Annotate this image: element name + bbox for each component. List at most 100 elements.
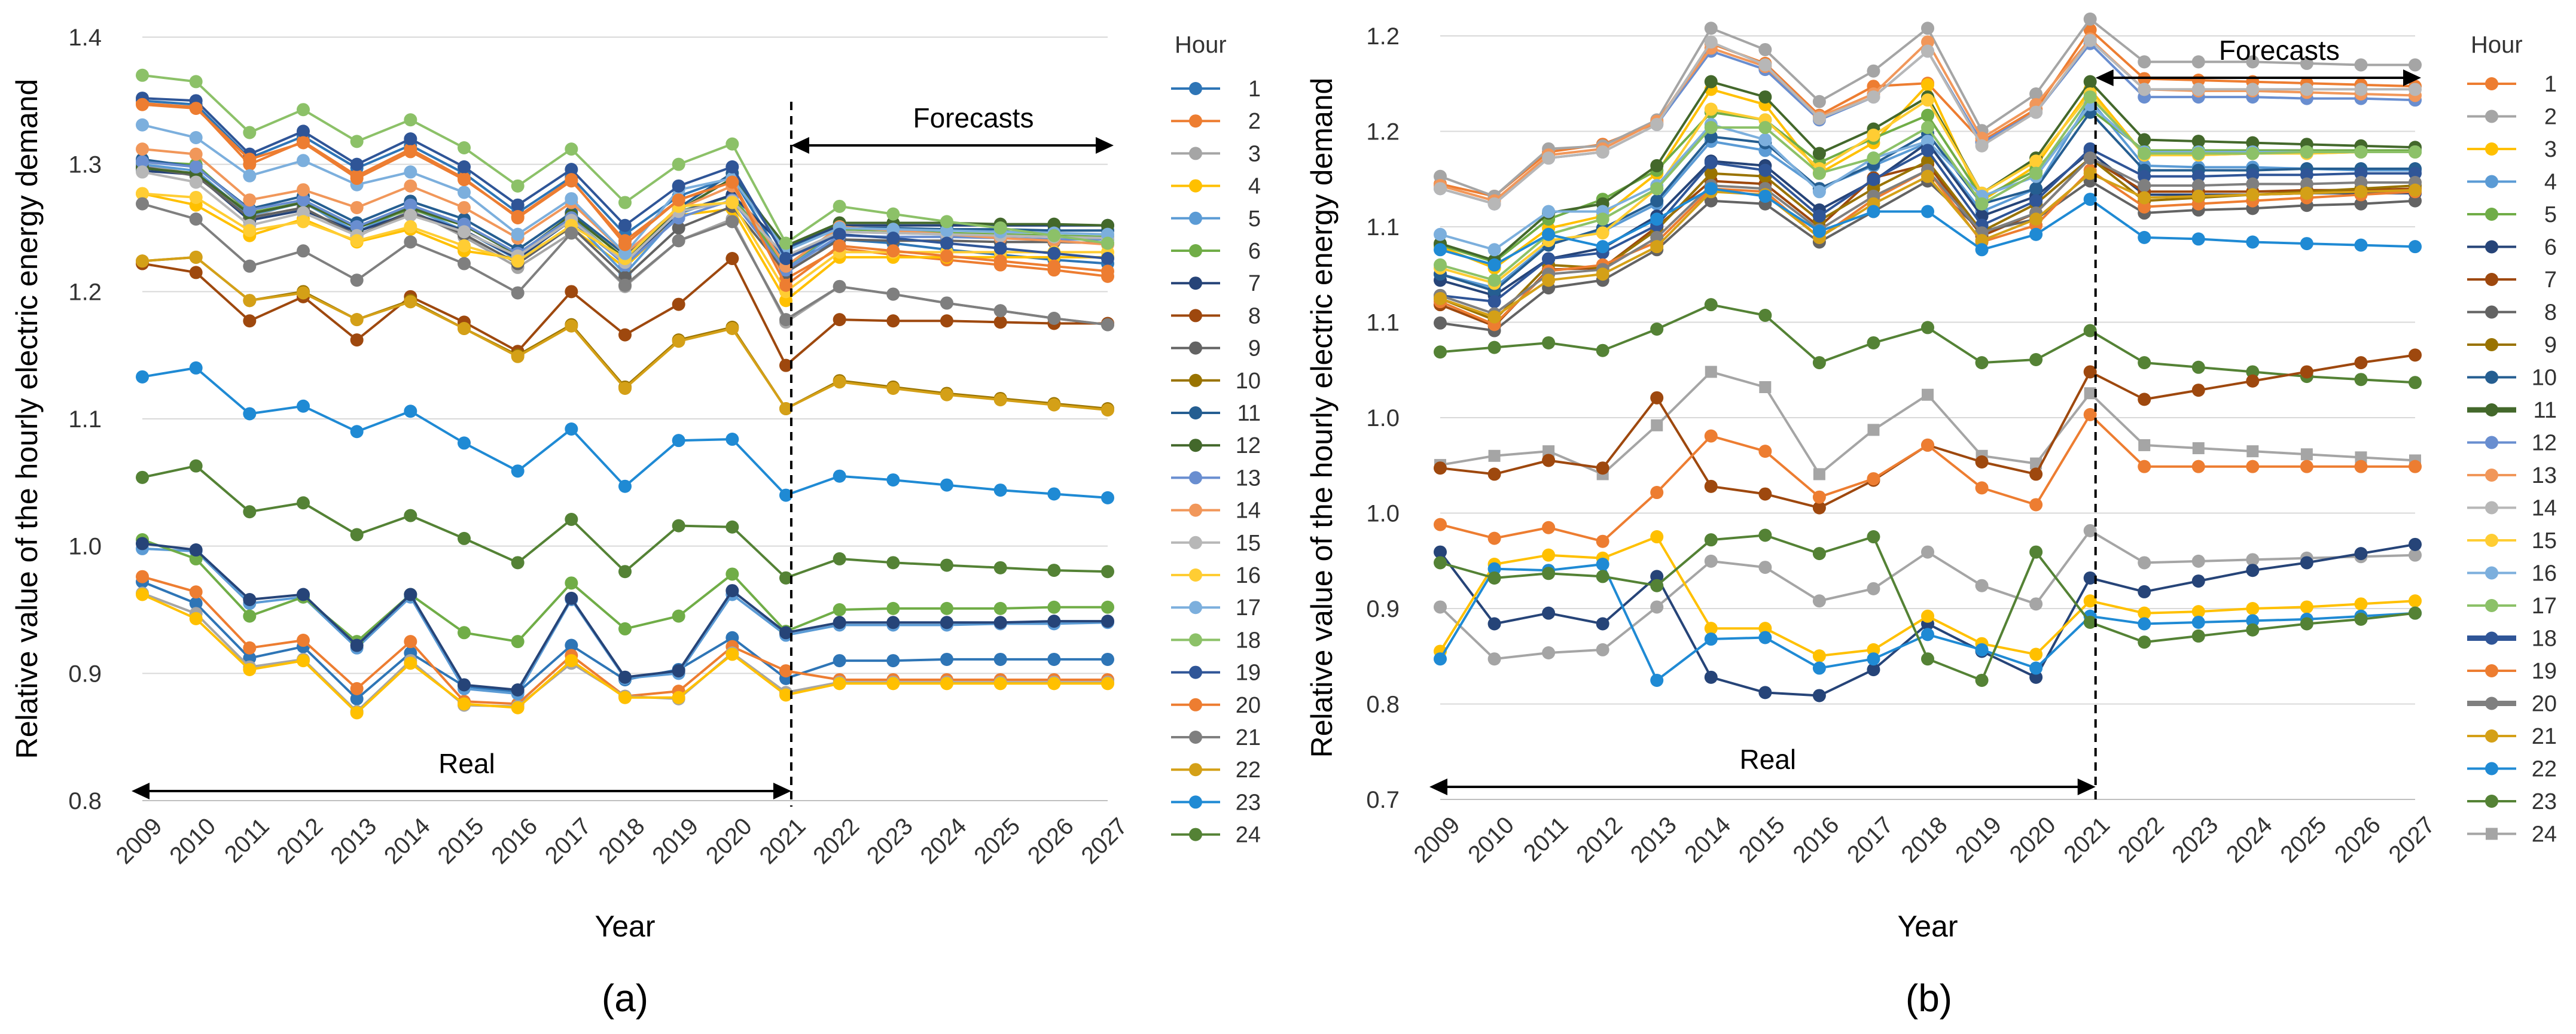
series-2b — [1434, 524, 2422, 666]
data-point — [1434, 258, 1447, 272]
data-point — [243, 505, 257, 519]
data-point — [1704, 75, 1718, 89]
data-point — [1758, 58, 1772, 72]
data-point — [1704, 130, 1718, 144]
data-point — [672, 664, 685, 678]
data-point — [2409, 460, 2422, 473]
x-tick-label: 2009 — [1409, 811, 1465, 868]
data-point — [2409, 194, 2422, 208]
data-point — [2191, 615, 2205, 629]
data-point — [1758, 42, 1772, 56]
data-point — [2409, 83, 2422, 96]
data-point — [618, 670, 632, 684]
data-point — [618, 479, 632, 493]
y-tick-label: 0.8 — [68, 788, 102, 814]
data-point — [1650, 194, 1664, 208]
series-17 — [1434, 90, 2422, 287]
legend-item: 8 — [1171, 303, 1261, 329]
forecast-label: Forecasts — [2219, 35, 2340, 66]
data-point — [1487, 531, 1501, 545]
series-line — [1440, 370, 2416, 476]
legend-label: 15 — [2532, 528, 2557, 554]
data-point — [1921, 628, 1934, 641]
data-point — [565, 173, 578, 187]
data-point — [404, 588, 417, 601]
data-point — [2409, 606, 2422, 620]
data-point — [1921, 35, 1934, 49]
data-point — [2354, 612, 2368, 626]
data-point — [940, 236, 953, 250]
data-point — [1101, 264, 1114, 278]
data-point — [2354, 58, 2368, 72]
legend-marker — [1189, 665, 1202, 679]
data-point — [940, 215, 953, 229]
data-point — [2409, 594, 2422, 608]
data-point — [833, 469, 846, 483]
data-point — [672, 519, 685, 533]
real-label: Real — [1740, 744, 1797, 775]
data-point — [1596, 212, 1609, 226]
data-point — [1650, 118, 1664, 132]
data-point — [136, 155, 149, 169]
data-point — [2029, 647, 2043, 661]
data-point — [1812, 661, 1826, 675]
data-point — [1487, 617, 1501, 631]
series-group — [1434, 12, 2422, 702]
data-point — [2246, 602, 2260, 615]
data-point — [1047, 311, 1061, 325]
legend-label: 20 — [1236, 693, 1261, 718]
data-point — [2029, 87, 2043, 101]
series-4b — [136, 588, 1114, 720]
legend-item: 24 — [2467, 822, 2557, 847]
data-point — [350, 333, 364, 347]
data-point — [886, 244, 900, 258]
data-point — [1101, 652, 1114, 666]
data-point — [1867, 582, 1880, 595]
data-point — [1975, 643, 1989, 656]
data-point — [2029, 227, 2043, 241]
x-tick-label: 2010 — [1463, 811, 1519, 868]
legend-item: 18 — [1171, 628, 1261, 653]
data-point — [2083, 524, 2097, 537]
data-point — [1922, 388, 1934, 401]
data-point — [1047, 652, 1061, 666]
data-point — [350, 172, 364, 185]
legend-item: 6 — [1171, 239, 1261, 264]
data-point — [993, 315, 1007, 329]
data-point — [2354, 175, 2368, 189]
legend-label: 15 — [1236, 531, 1261, 556]
legend-item: 23 — [2467, 789, 2557, 814]
legend-label: 23 — [2532, 789, 2557, 814]
data-point — [297, 399, 310, 413]
data-point — [1047, 677, 1061, 691]
legend-marker — [1189, 731, 1202, 744]
legend-item: 15 — [2467, 528, 2557, 554]
legend-label: 24 — [1236, 823, 1261, 848]
series-1b — [136, 575, 1114, 705]
data-point — [1101, 565, 1114, 579]
data-point — [1921, 78, 1934, 92]
legend-label: 10 — [1236, 369, 1261, 394]
data-point — [404, 220, 417, 233]
data-point — [886, 287, 900, 301]
data-point — [1867, 472, 1880, 486]
legend-item: 22 — [1171, 758, 1261, 783]
data-point — [1975, 139, 1989, 153]
data-point — [672, 691, 685, 704]
data-point — [1542, 521, 1556, 534]
data-point — [940, 314, 953, 328]
data-point — [350, 682, 364, 695]
data-point — [618, 622, 632, 635]
data-point — [2354, 166, 2368, 180]
series-24 — [1434, 366, 2421, 480]
data-point — [2354, 197, 2368, 211]
data-point — [2083, 594, 2097, 608]
data-point — [2191, 460, 2205, 473]
data-point — [1650, 230, 1664, 244]
data-point — [2354, 238, 2368, 252]
data-point — [672, 234, 685, 248]
legend-marker — [2485, 795, 2498, 808]
panel-caption: (a) — [602, 977, 648, 1020]
data-point — [2029, 182, 2043, 196]
legend-marker — [1189, 503, 1202, 517]
